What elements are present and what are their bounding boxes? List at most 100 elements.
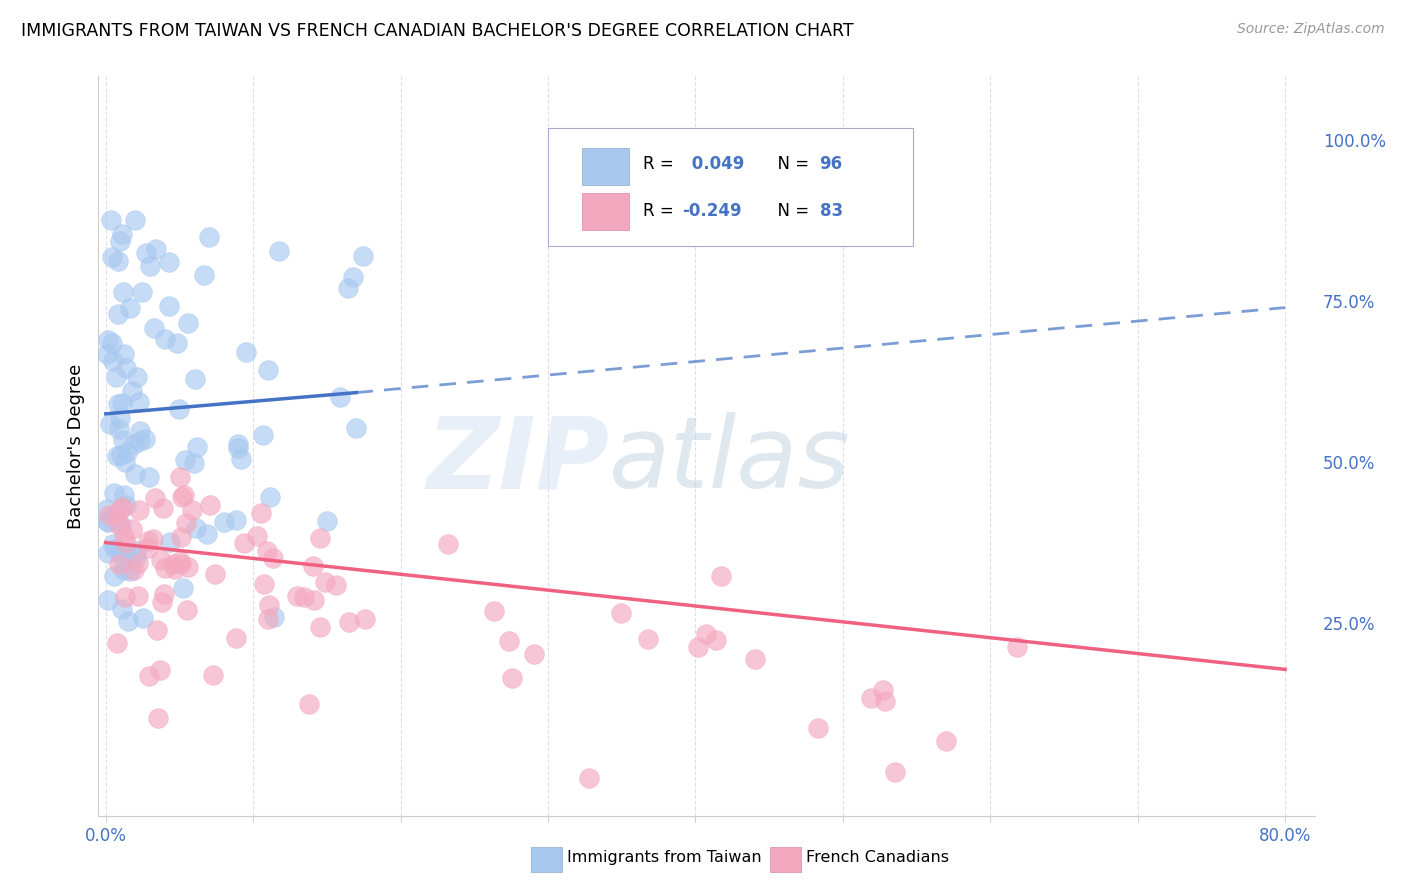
Point (873, 694, 896, 708)
Point (110, 448, 132, 462)
Point (124, 467, 146, 481)
Point (498, 633, 520, 648)
Point (124, 212, 146, 227)
Point (111, 285, 134, 300)
Point (104, 369, 127, 384)
Point (107, 422, 129, 436)
Point (143, 491, 166, 505)
Point (96, 502, 118, 516)
Point (257, 363, 280, 377)
Point (226, 437, 249, 451)
Point (176, 603, 198, 617)
Point (610, 606, 633, 620)
Point (129, 434, 152, 449)
Text: French Canadians: French Canadians (806, 850, 949, 865)
Point (115, 361, 138, 376)
Text: Immigrants from Taiwan: Immigrants from Taiwan (567, 850, 761, 865)
Point (153, 587, 176, 601)
Point (153, 332, 176, 346)
Point (263, 610, 285, 624)
Point (112, 562, 135, 576)
Point (128, 502, 150, 516)
Point (501, 671, 523, 685)
Point (169, 554, 191, 568)
Point (159, 535, 181, 549)
Point (101, 537, 124, 551)
Point (141, 532, 163, 546)
Point (257, 612, 280, 626)
Point (125, 549, 148, 564)
Point (177, 559, 200, 574)
Point (98, 508, 121, 523)
Point (146, 623, 169, 637)
Point (139, 259, 162, 273)
Point (108, 544, 131, 558)
Point (174, 516, 197, 530)
Bar (582, 148, 628, 185)
Text: atlas: atlas (609, 412, 851, 509)
Point (256, 544, 278, 558)
Point (935, 733, 957, 747)
Point (110, 502, 132, 516)
Point (134, 432, 156, 446)
Point (150, 595, 173, 609)
Point (111, 434, 134, 448)
Point (122, 563, 145, 577)
Point (112, 488, 135, 502)
Text: IMMIGRANTS FROM TAIWAN VS FRENCH CANADIAN BACHELOR'S DEGREE CORRELATION CHART: IMMIGRANTS FROM TAIWAN VS FRENCH CANADIA… (21, 22, 853, 40)
Point (108, 557, 131, 571)
Point (173, 488, 195, 502)
Point (166, 335, 188, 350)
Point (262, 551, 284, 566)
Point (138, 669, 160, 683)
Point (110, 235, 132, 249)
Point (269, 244, 291, 258)
Point (193, 268, 215, 282)
Point (131, 611, 153, 625)
Point (97, 592, 120, 607)
Point (253, 577, 276, 591)
Point (437, 537, 460, 551)
Point (329, 390, 352, 404)
Point (107, 307, 129, 321)
Point (309, 620, 332, 634)
Text: N =: N = (768, 155, 814, 173)
Point (250, 507, 273, 521)
Point (578, 771, 600, 785)
Point (325, 578, 347, 592)
Point (186, 440, 208, 454)
Point (285, 589, 308, 603)
Text: 83: 83 (820, 202, 842, 219)
Text: 96: 96 (820, 155, 842, 173)
Point (292, 590, 315, 604)
Point (165, 561, 187, 575)
Point (111, 552, 134, 566)
Point (121, 384, 143, 398)
Point (184, 521, 207, 535)
Point (146, 711, 169, 725)
Point (97, 546, 120, 560)
Point (128, 394, 150, 409)
Bar (582, 193, 628, 230)
Point (115, 444, 138, 458)
Point (149, 553, 172, 567)
Point (183, 372, 205, 386)
Point (153, 561, 176, 575)
Point (337, 615, 360, 630)
Point (111, 500, 134, 515)
Point (145, 242, 167, 256)
Point (111, 602, 134, 616)
Text: Source: ZipAtlas.com: Source: ZipAtlas.com (1237, 22, 1385, 37)
Point (695, 627, 717, 641)
Point (710, 568, 733, 582)
Point (212, 515, 235, 529)
Point (117, 614, 139, 628)
Point (201, 668, 224, 682)
Point (96, 514, 118, 528)
Point (352, 249, 374, 263)
Point (1007, 640, 1029, 654)
Point (104, 507, 127, 521)
Point (110, 518, 132, 533)
Point (482, 604, 505, 618)
Point (686, 640, 709, 654)
